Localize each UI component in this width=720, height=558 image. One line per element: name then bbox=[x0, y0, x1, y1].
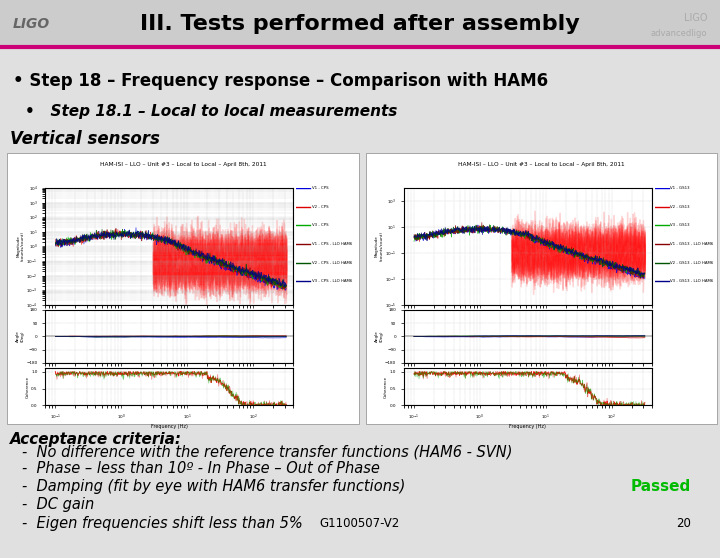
Text: -  Damping (fit by eye with HAM6 transfer functions): - Damping (fit by eye with HAM6 transfer… bbox=[22, 479, 405, 494]
Text: -  No difference with the reference transfer functions (HAM6 - SVN): - No difference with the reference trans… bbox=[22, 445, 512, 459]
Text: 20: 20 bbox=[676, 517, 691, 530]
Y-axis label: Coherence: Coherence bbox=[384, 376, 388, 398]
Text: Passed: Passed bbox=[631, 479, 691, 494]
Text: III. Tests performed after assembly: III. Tests performed after assembly bbox=[140, 14, 580, 33]
Text: V1 - CPS: V1 - CPS bbox=[312, 186, 328, 190]
Text: V1 - CPS - LLO HAM6: V1 - CPS - LLO HAM6 bbox=[312, 242, 352, 246]
Text: V3 - GS13 - LLO HAM6: V3 - GS13 - LLO HAM6 bbox=[670, 280, 714, 283]
Text: G1100507-V2: G1100507-V2 bbox=[320, 517, 400, 530]
Text: V2 - CPS: V2 - CPS bbox=[312, 205, 328, 209]
Bar bbox=[366, 153, 717, 424]
Text: V1 - GS13: V1 - GS13 bbox=[670, 186, 690, 190]
Text: Acceptance criteria:: Acceptance criteria: bbox=[10, 432, 182, 448]
Bar bbox=[0, 0, 720, 47]
X-axis label: Frequency (Hz): Frequency (Hz) bbox=[150, 424, 187, 429]
Text: V3 - GS13: V3 - GS13 bbox=[670, 223, 690, 227]
Text: Vertical sensors: Vertical sensors bbox=[10, 131, 160, 148]
Text: V3 - CPS - LLO HAM6: V3 - CPS - LLO HAM6 bbox=[312, 280, 352, 283]
Text: HAM-ISI – LLO – Unit #3 – Local to Local – April 8th, 2011: HAM-ISI – LLO – Unit #3 – Local to Local… bbox=[458, 162, 625, 167]
Text: •   Step 18.1 – Local to local measurements: • Step 18.1 – Local to local measurement… bbox=[25, 104, 397, 119]
Text: -  DC gain: - DC gain bbox=[22, 497, 94, 512]
Y-axis label: Coherence: Coherence bbox=[26, 376, 30, 398]
Y-axis label: Angle
(Deg): Angle (Deg) bbox=[17, 330, 25, 343]
Text: -  Eigen frequencies shift less than 5%: - Eigen frequencies shift less than 5% bbox=[22, 516, 302, 531]
Y-axis label: Angle
(Deg): Angle (Deg) bbox=[375, 330, 384, 343]
Bar bbox=[7, 153, 359, 424]
Text: advancedligo: advancedligo bbox=[651, 29, 707, 39]
Y-axis label: Magnitude
(counts/count): Magnitude (counts/count) bbox=[16, 232, 24, 261]
Text: LIGO: LIGO bbox=[683, 13, 707, 23]
Text: -  Phase – less than 10º - In Phase – Out of Phase: - Phase – less than 10º - In Phase – Out… bbox=[22, 461, 379, 476]
Text: V2 - GS13: V2 - GS13 bbox=[670, 205, 690, 209]
Text: LIGO: LIGO bbox=[13, 17, 50, 31]
Text: HAM-ISI – LLO – Unit #3 – Local to Local – April 8th, 2011: HAM-ISI – LLO – Unit #3 – Local to Local… bbox=[99, 162, 266, 167]
X-axis label: Frequency (Hz): Frequency (Hz) bbox=[509, 424, 546, 429]
Text: V1 - GS13 - LLO HAM6: V1 - GS13 - LLO HAM6 bbox=[670, 242, 714, 246]
Y-axis label: Magnitude
(counts/count): Magnitude (counts/count) bbox=[375, 232, 384, 261]
Text: V2 - GS13 - LLO HAM6: V2 - GS13 - LLO HAM6 bbox=[670, 261, 714, 264]
Text: V3 - CPS: V3 - CPS bbox=[312, 223, 328, 227]
Text: V2 - CPS - LLO HAM6: V2 - CPS - LLO HAM6 bbox=[312, 261, 352, 264]
Text: • Step 18 – Frequency response – Comparison with HAM6: • Step 18 – Frequency response – Compari… bbox=[13, 72, 548, 90]
